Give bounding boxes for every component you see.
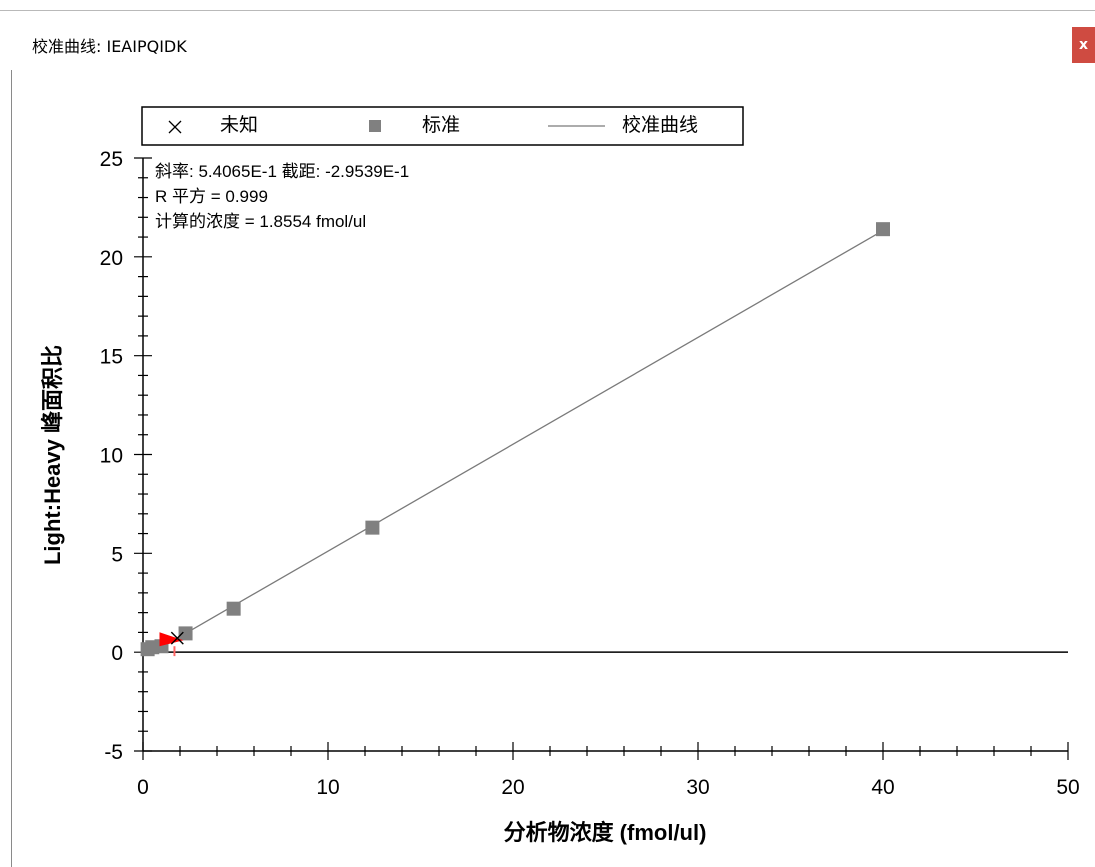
- axes: [142, 158, 1068, 752]
- unknown-highlight-marker: [159, 632, 184, 647]
- legend-unknown-x-icon: [168, 120, 182, 134]
- unknown-point-stroke: [170, 631, 184, 645]
- x-axis-title: 分析物浓度 (fmol/ul): [504, 820, 707, 845]
- annotations: 斜率: 5.4065E-1 截距: -2.9539E-1 R 平方 = 0.99…: [155, 162, 409, 231]
- x-tick-label: 10: [316, 776, 339, 799]
- slope-intercept-annotation: 斜率: 5.4065E-1 截距: -2.9539E-1: [155, 162, 409, 181]
- close-button[interactable]: x: [1072, 27, 1095, 63]
- y-tick-label: 15: [100, 346, 123, 369]
- left-border: [11, 70, 12, 867]
- y-tick-label: 0: [111, 642, 123, 665]
- x-tick-label: 20: [501, 776, 524, 799]
- legend-label-unknown: 未知: [220, 114, 258, 136]
- y-tick-label: 20: [100, 247, 123, 270]
- calibration-curve-line: [151, 229, 884, 654]
- x-tick-label: 30: [686, 776, 709, 799]
- y-tick-label: -5: [104, 741, 123, 764]
- standard-point: [876, 222, 890, 237]
- r-squared-annotation: R 平方 = 0.999: [155, 187, 268, 206]
- y-tick-label: 10: [100, 445, 123, 468]
- standard-point: [178, 626, 193, 641]
- legend-standard-square-icon: [369, 120, 381, 132]
- legend-label-standard: 标准: [422, 114, 460, 136]
- top-border: [0, 10, 1095, 11]
- x-tick-label: 0: [137, 776, 149, 799]
- y-axis-title: Light:Heavy 峰面积比: [40, 345, 65, 565]
- x-tick-label: 50: [1056, 776, 1079, 799]
- x-tick-label: 40: [871, 776, 894, 799]
- legend-box: [141, 106, 744, 146]
- y-tick-label: 25: [100, 148, 123, 171]
- tick-marks: [134, 157, 1069, 760]
- legend-label-curve: 校准曲线: [622, 114, 698, 136]
- standard-point: [226, 601, 241, 616]
- tick-labels: 0 10 20 30 40 50 -5 0 5 10 15 20 25: [100, 148, 1080, 799]
- y-tick-label: 5: [111, 543, 123, 566]
- series-layer: [140, 222, 890, 657]
- calculated-concentration-annotation: 计算的浓度 = 1.8554 fmol/ul: [155, 212, 366, 231]
- unknown-point: [170, 631, 184, 645]
- window-title: 校准曲线: IEAIPQIDK: [32, 37, 187, 56]
- standard-point: [365, 520, 380, 535]
- legend: 未知 标准 校准曲线: [141, 106, 744, 146]
